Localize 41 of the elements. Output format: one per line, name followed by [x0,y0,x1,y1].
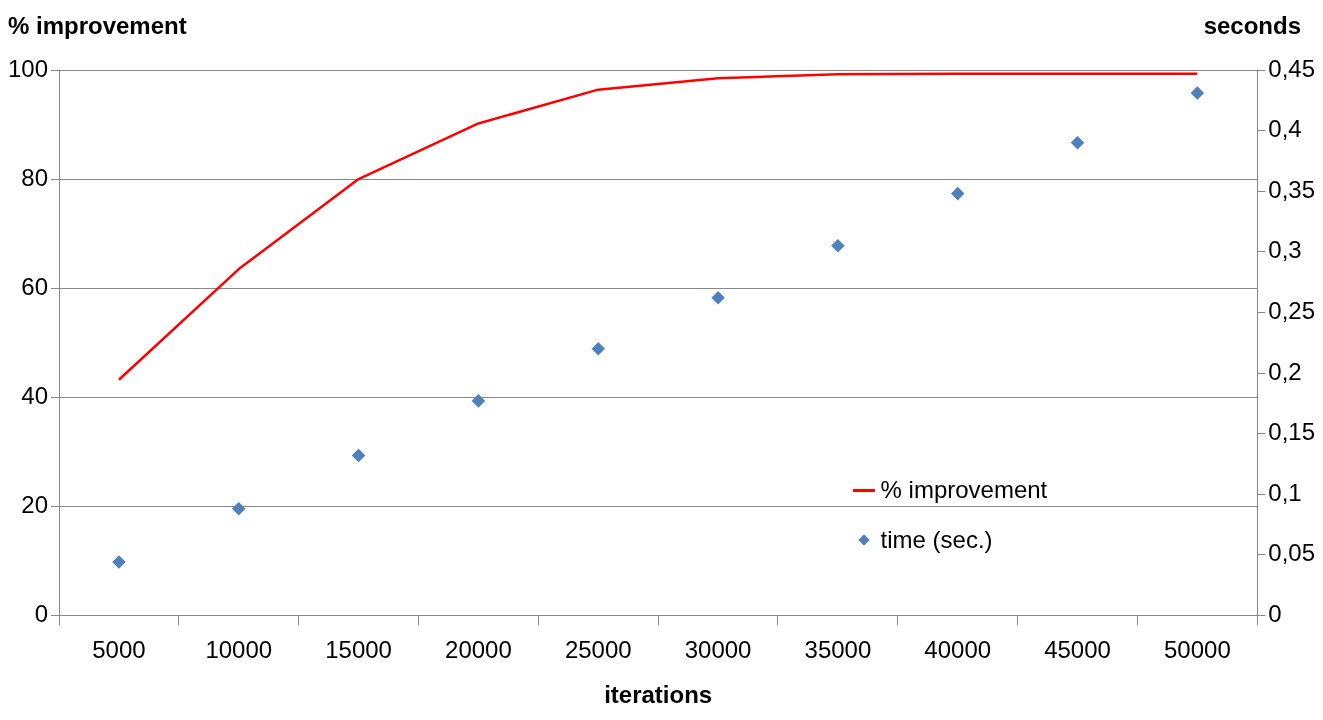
y2-tick-label: 0,4 [1268,115,1302,143]
x-axis-title: iterations [604,681,713,709]
y2-tick-label: 0,45 [1268,54,1316,82]
point [352,449,365,462]
y2-tick-label: 0,35 [1268,175,1316,203]
y2-axis-title: seconds [1203,12,1301,40]
point [951,187,964,200]
x-tick-label: 10000 [205,636,273,664]
y-tick-label: 80 [21,163,49,191]
y2-tick-label: 0,1 [1268,478,1302,506]
y-axis-title: % improvement [8,12,187,40]
x-tick-label: 50000 [1164,636,1231,664]
y2-tick-label: 0 [1268,600,1282,628]
point [831,239,845,252]
point [232,502,246,515]
point [1071,136,1084,149]
x-tick-label: 45000 [1044,636,1111,664]
point [711,291,725,305]
x-tick-label: 40000 [924,636,992,664]
y-tick-label: 40 [21,381,49,409]
x-tick-label: 20000 [445,636,512,664]
legend-label: % improvement [880,475,1048,506]
y2-tick-label: 0,25 [1268,297,1316,325]
x-tick-label: 5000 [92,636,146,664]
point [1191,86,1204,100]
y-tick-label: 20 [21,490,49,518]
y-tick-label: 0 [34,600,49,628]
x-tick-label: 25000 [564,636,632,664]
point [112,555,126,569]
y2-tick-label: 0,15 [1268,418,1316,446]
x-tick-label: 30000 [684,636,752,664]
point [472,394,485,408]
x-tick-label: 15000 [325,636,392,664]
y2-tick-label: 0,05 [1268,539,1316,567]
y2-tick-label: 0,3 [1268,236,1302,264]
point [592,342,605,356]
legend-label: time (sec.) [880,525,993,556]
y-tick-label: 60 [21,272,49,300]
y-tick-label: 100 [8,54,49,82]
y2-tick-label: 0,2 [1268,357,1302,385]
x-tick-label: 35000 [804,636,872,664]
